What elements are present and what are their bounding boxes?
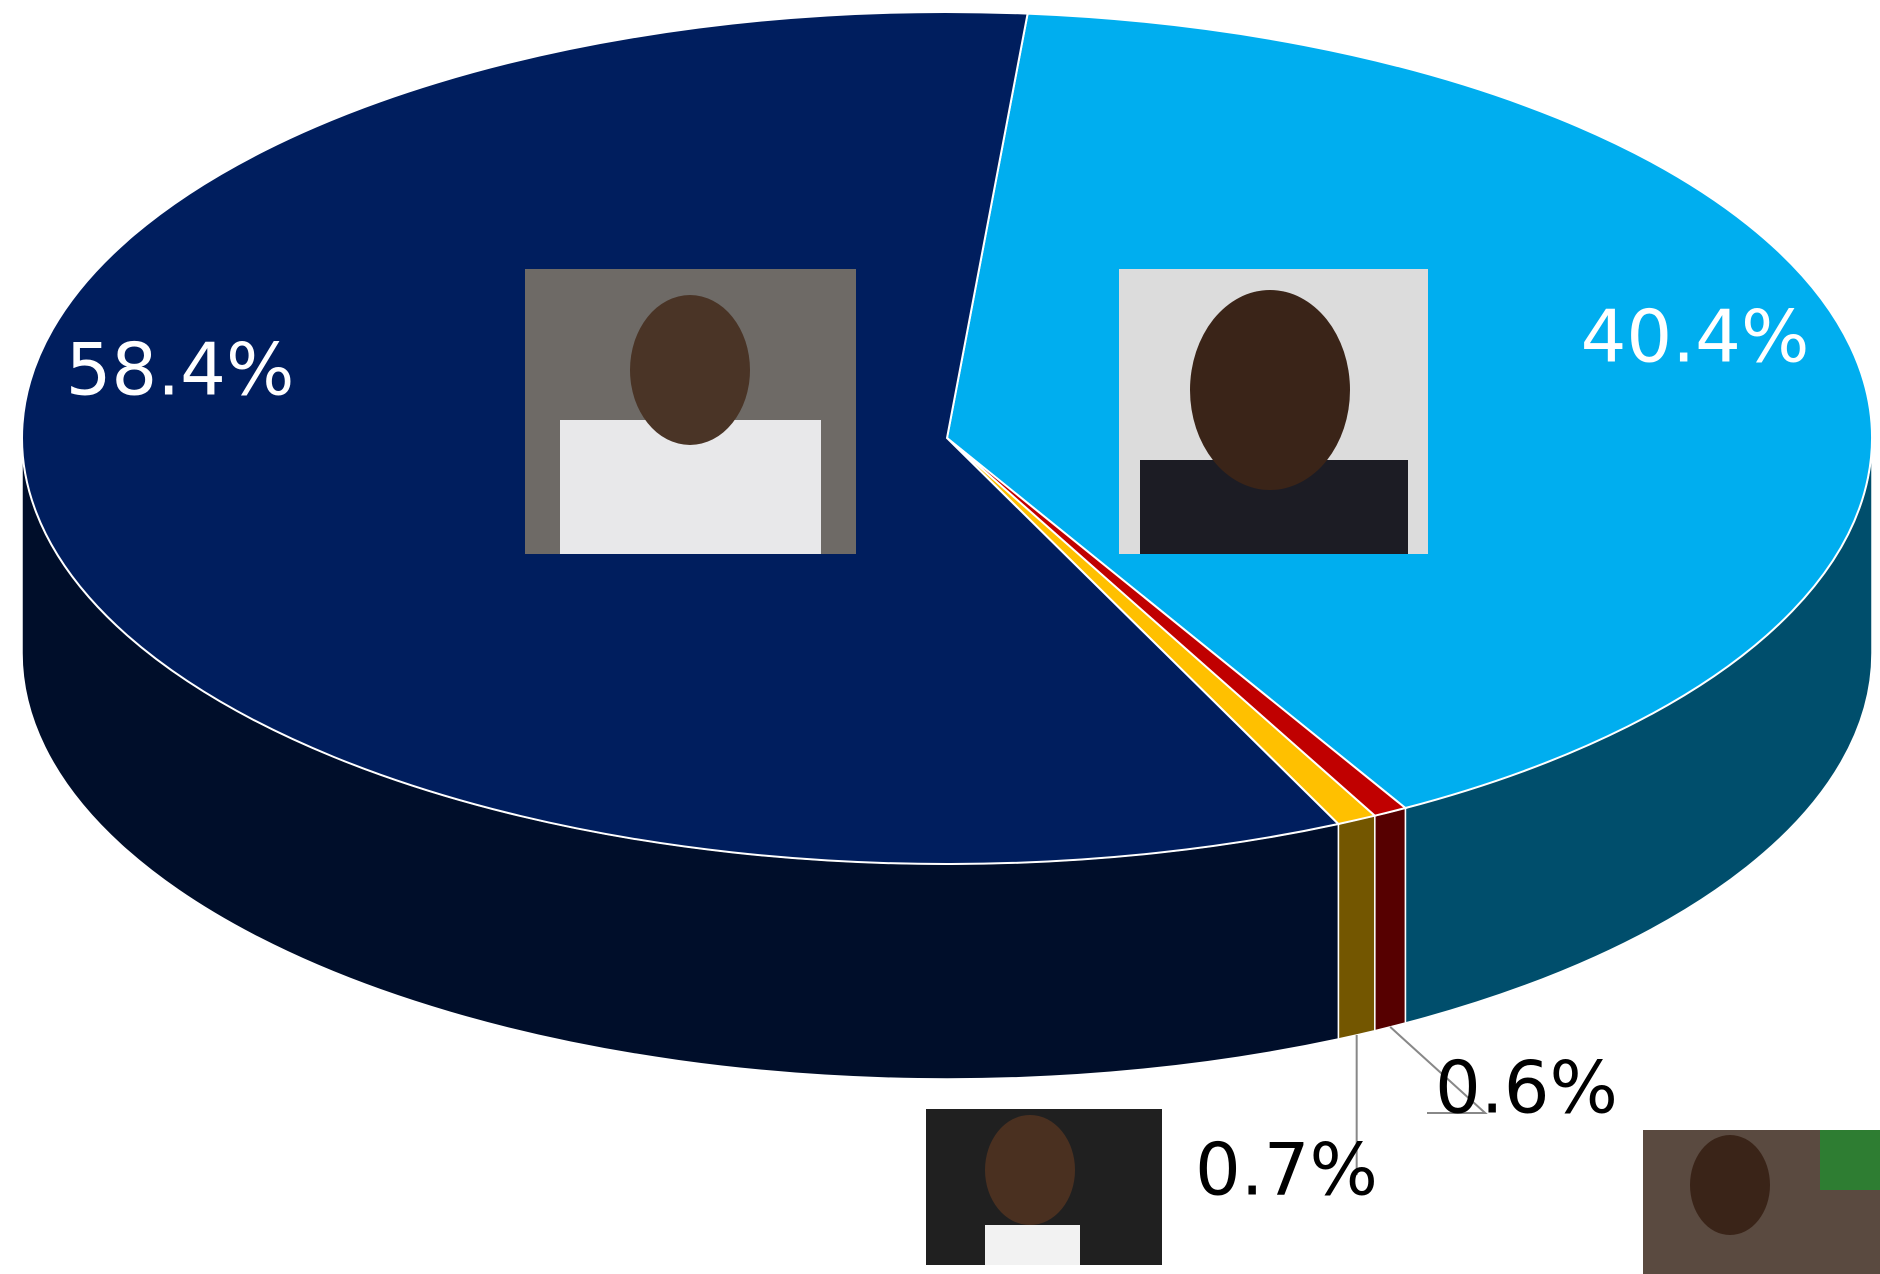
- data-label: 0.6%: [1435, 1046, 1618, 1130]
- photo-detail: [1690, 1135, 1770, 1235]
- data-label: 0.7%: [1195, 1128, 1378, 1212]
- photo-detail: [985, 1225, 1080, 1265]
- photo-detail: [1820, 1130, 1880, 1190]
- leader-line: [1389, 1026, 1488, 1114]
- data-label: 40.4%: [1581, 295, 1810, 379]
- photo-detail: [985, 1115, 1075, 1225]
- data-label: 58.4%: [66, 328, 295, 412]
- slice-side: [1374, 807, 1407, 1032]
- photo-detail: [630, 295, 750, 445]
- slice-side: [1337, 814, 1376, 1040]
- photo-detail: [1190, 290, 1350, 490]
- pie: 40.4% 0.6% 0.7% 58.4%: [21, 11, 1873, 1212]
